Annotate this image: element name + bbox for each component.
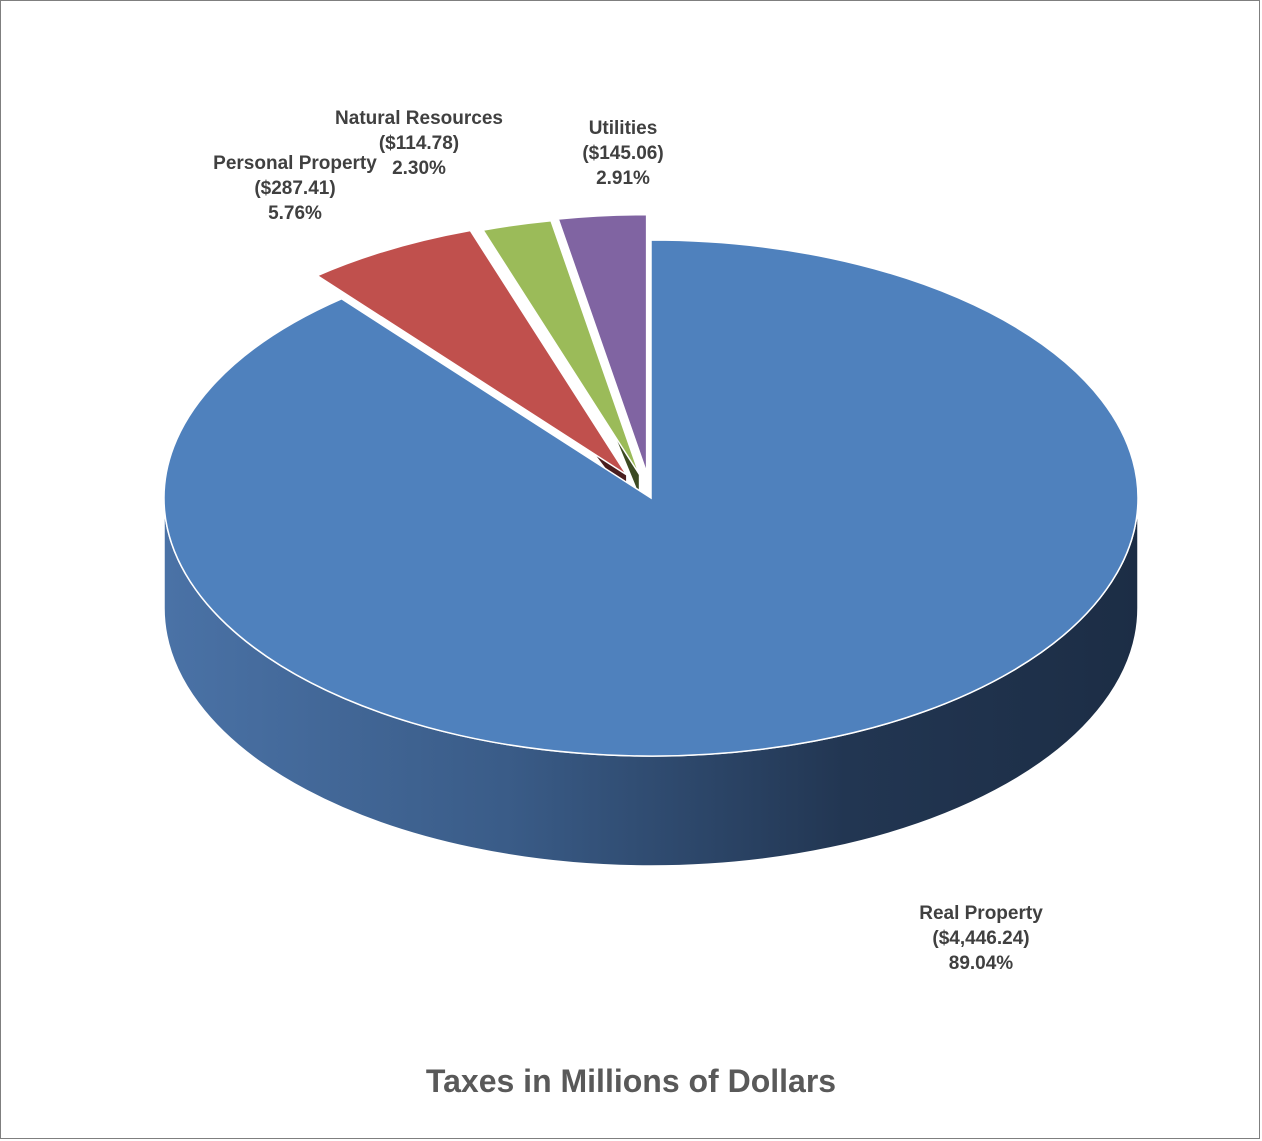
slice-personal-property-top [315,229,628,476]
label-natural-resources: Natural Resources ($114.78) 2.30% [319,106,519,181]
slice-natural-resources [481,219,641,497]
slice-natural-resources-top [481,219,641,475]
label-utilities: Utilities ($145.06) 2.91% [523,116,723,191]
slice-utilities [557,213,648,495]
chart-title: Taxes in Millions of Dollars [425,1063,837,1099]
label-natural-resources-value: ($114.78) [378,133,460,154]
label-personal-property: Personal Property ($287.41) 5.76% [195,151,395,226]
label-utilities-name: Utilities [588,118,658,139]
label-natural-resources-percent: 2.30% [392,158,446,179]
label-personal-property-value: ($287.41) [254,178,336,199]
label-utilities-value: ($145.06) [582,143,664,164]
label-personal-property-name: Personal Property [213,153,377,174]
slice-real-property [163,239,1139,867]
label-utilities-percent: 2.91% [596,168,650,189]
label-real-property-value: ($4,446.24) [932,928,1030,949]
label-real-property: Real Property ($4,446.24) 89.04% [881,901,1081,976]
slice-real-property-top [163,239,1139,757]
slice-personal-property [315,228,628,499]
slice-utilities-top [557,213,648,473]
label-real-property-name: Real Property [919,903,1043,924]
label-natural-resources-name: Natural Resources [335,108,503,129]
label-personal-property-percent: 5.76% [268,203,322,224]
label-real-property-percent: 89.04% [948,953,1014,974]
